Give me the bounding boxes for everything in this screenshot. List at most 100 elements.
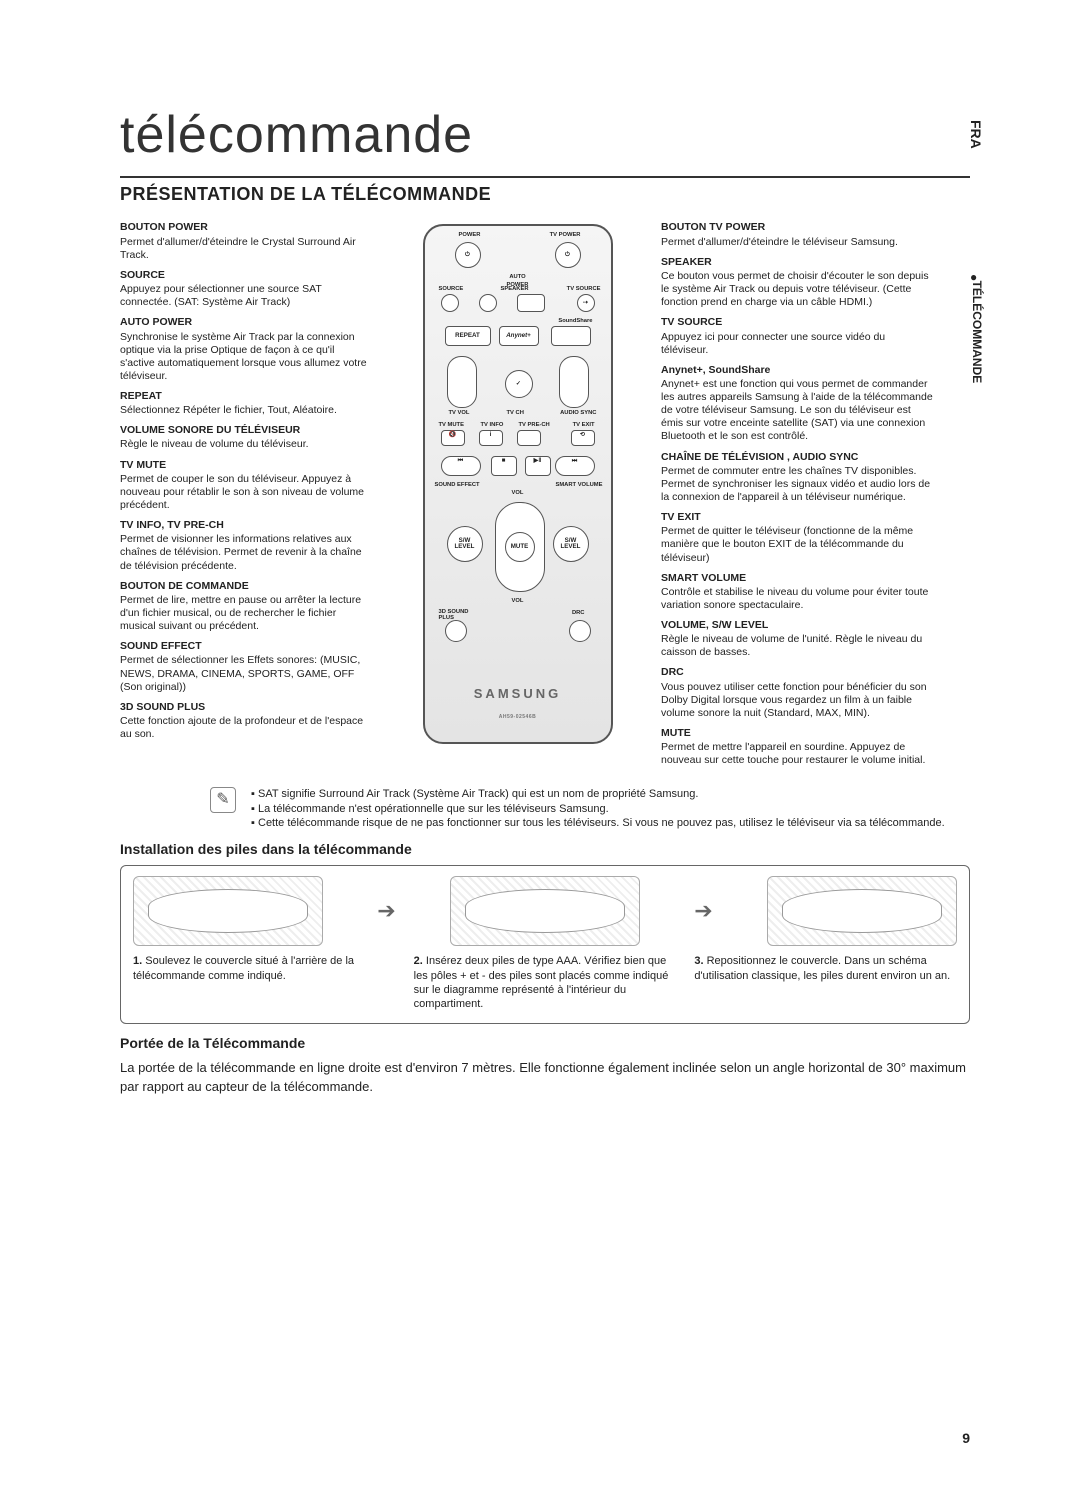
sound-plus-button[interactable]	[445, 620, 467, 642]
power-button[interactable]: ⏻	[455, 242, 481, 268]
anynet-button[interactable]: Anynet+	[499, 326, 539, 346]
callout: BOUTON POWERPermet d'allumer/d'éteindre …	[120, 220, 380, 261]
left-callout-column: BOUTON POWERPermet d'allumer/d'éteindre …	[120, 220, 380, 747]
model-label: AH59-02546B	[425, 714, 611, 721]
callout-text: Contrôle et stabilise le niveau du volum…	[661, 586, 935, 612]
callout-text: Permet de lire, mettre en pause ou arrêt…	[120, 594, 372, 633]
callout-text: Anynet+ est une fonction qui vous permet…	[661, 378, 935, 444]
brand-label: SAMSUNG	[425, 685, 611, 703]
callout-text: Permet de commuter entre les chaînes TV …	[661, 465, 935, 504]
battery-fig-1	[133, 876, 323, 946]
play-button[interactable]: ▶‖	[525, 456, 551, 476]
callout-heading: 3D SOUND PLUS	[120, 700, 372, 714]
soundshare-button[interactable]	[551, 326, 591, 346]
speaker-button[interactable]	[517, 294, 545, 312]
prev-button[interactable]: ⏮	[441, 456, 481, 476]
callout-heading: TV EXIT	[661, 510, 935, 524]
section-side-tab: TÉLÉCOMMANDE	[969, 270, 985, 383]
repeat-button[interactable]: REPEAT	[445, 326, 491, 346]
callout-text: Appuyez ici pour connecter une source vi…	[661, 331, 935, 357]
tv-power-button[interactable]: ⏻	[555, 242, 581, 268]
callout: Anynet+, SoundShareAnynet+ est une fonct…	[655, 363, 935, 444]
callout: TV EXITPermet de quitter le téléviseur (…	[655, 510, 935, 565]
callout-heading: SOURCE	[120, 268, 372, 282]
label-smartvolume: SMART VOLUME	[555, 482, 602, 490]
callout-heading: TV SOURCE	[661, 315, 935, 329]
tv-mute-button[interactable]: 🔇	[441, 430, 465, 446]
tv-exit-button[interactable]: ⟲	[571, 430, 595, 446]
callout-heading: VOLUME SONORE DU TÉLÉVISEUR	[120, 423, 372, 437]
callout: SMART VOLUMEContrôle et stabilise le niv…	[655, 571, 935, 612]
callout-heading: AUTO POWER	[120, 315, 372, 329]
label-source: SOURCE	[439, 286, 464, 294]
step-number: 2.	[414, 955, 423, 967]
label-tvexit: TV EXIT	[573, 422, 595, 430]
callout-text: Permet de mettre l'appareil en sourdine.…	[661, 741, 935, 767]
tv-vol-rocker[interactable]	[447, 356, 477, 408]
audio-sync-rocker[interactable]	[559, 356, 589, 408]
battery-fig-3	[767, 876, 957, 946]
page-title: télécommande	[120, 100, 970, 178]
callout-text: Règle le niveau de volume de l'unité. Rè…	[661, 633, 935, 659]
sw-right-button[interactable]: S/W LEVEL	[553, 526, 589, 562]
battery-steps: 1. Soulevez le couvercle situé à l'arriè…	[133, 954, 957, 1011]
label-tvprech: TV PRE-CH	[519, 422, 550, 430]
source-button[interactable]	[441, 294, 459, 312]
callout-heading: BOUTON DE COMMANDE	[120, 579, 372, 593]
callout-text: Cette fonction ajoute de la profondeur e…	[120, 715, 372, 741]
callout-text: Permet de quitter le téléviseur (fonctio…	[661, 525, 935, 564]
callout: DRCVous pouvez utiliser cette fonction p…	[655, 665, 935, 720]
callout-heading: CHAÎNE DE TÉLÉVISION , AUDIO SYNC	[661, 450, 935, 464]
label-tvpower: TV POWER	[550, 232, 581, 240]
step-number: 3.	[694, 955, 703, 967]
label-tvsource: TV SOURCE	[567, 286, 601, 294]
callout-heading: REPEAT	[120, 389, 372, 403]
auto-power-button[interactable]	[479, 294, 497, 312]
label-soundeffect: SOUND EFFECT	[435, 482, 480, 490]
callout: TV MUTEPermet de couper le son du télévi…	[120, 458, 380, 513]
sw-left-button[interactable]: S/W LEVEL	[447, 526, 483, 562]
callout: 3D SOUND PLUSCette fonction ajoute de la…	[120, 700, 380, 741]
label-soundshare: SoundShare	[558, 318, 592, 326]
callout-heading: SOUND EFFECT	[120, 639, 372, 653]
page-number: 9	[962, 1429, 970, 1448]
callout-heading: BOUTON POWER	[120, 220, 372, 234]
battery-step: 1. Soulevez le couvercle situé à l'arriè…	[133, 954, 396, 1011]
label-drc: DRC	[572, 610, 585, 618]
remote-body: POWER TV POWER ⏻ ⏻ AUTO POWER SOURCE SPE…	[423, 224, 613, 744]
callout: VOLUME SONORE DU TÉLÉVISEURRègle le nive…	[120, 423, 380, 451]
callout-heading: TV MUTE	[120, 458, 372, 472]
callout-text: Ce bouton vous permet de choisir d'écout…	[661, 270, 935, 309]
callout-text: Règle le niveau de volume du téléviseur.	[120, 438, 372, 451]
callout: MUTEPermet de mettre l'appareil en sourd…	[655, 726, 935, 767]
stop-button[interactable]: ■	[491, 456, 517, 476]
tv-ch-center[interactable]: ✓	[505, 370, 533, 398]
callout: BOUTON TV POWERPermet d'allumer/d'éteind…	[655, 220, 935, 248]
callout-text: Permet de visionner les informations rel…	[120, 533, 372, 572]
range-text: La portée de la télécommande en ligne dr…	[120, 1059, 970, 1095]
callout-heading: DRC	[661, 665, 935, 679]
tv-info-button[interactable]: i	[479, 430, 503, 446]
tv-prech-button[interactable]	[517, 430, 541, 446]
callout-text: Sélectionnez Répéter le fichier, Tout, A…	[120, 404, 372, 417]
callout-heading: Anynet+, SoundShare	[661, 363, 935, 377]
callout-text: Appuyez pour sélectionner une source SAT…	[120, 283, 372, 309]
tv-source-button[interactable]: ⇢	[577, 294, 595, 312]
label-vol2: VOL	[425, 598, 611, 606]
battery-step: 2. Insérez deux piles de type AAA. Vérif…	[414, 954, 677, 1011]
label-audiosync: AUDIO SYNC	[560, 410, 596, 418]
callout: BOUTON DE COMMANDEPermet de lire, mettre…	[120, 579, 380, 634]
drc-button[interactable]	[569, 620, 591, 642]
next-button[interactable]: ⏭	[555, 456, 595, 476]
note-item: SAT signifie Surround Air Track (Système…	[258, 787, 945, 801]
battery-fig-2	[450, 876, 640, 946]
callout: SOUND EFFECTPermet de sélectionner les E…	[120, 639, 380, 694]
callout-text: Permet de couper le son du téléviseur. A…	[120, 473, 372, 512]
note-item: La télécommande n'est opérationnelle que…	[258, 802, 945, 816]
callout-heading: SMART VOLUME	[661, 571, 935, 585]
callout-heading: BOUTON TV POWER	[661, 220, 935, 234]
remote-layout: BOUTON POWERPermet d'allumer/d'éteindre …	[120, 220, 970, 773]
label-vol: VOL	[425, 490, 611, 498]
callout: VOLUME, S/W LEVELRègle le niveau de volu…	[655, 618, 935, 659]
mute-button[interactable]: MUTE	[505, 532, 535, 562]
